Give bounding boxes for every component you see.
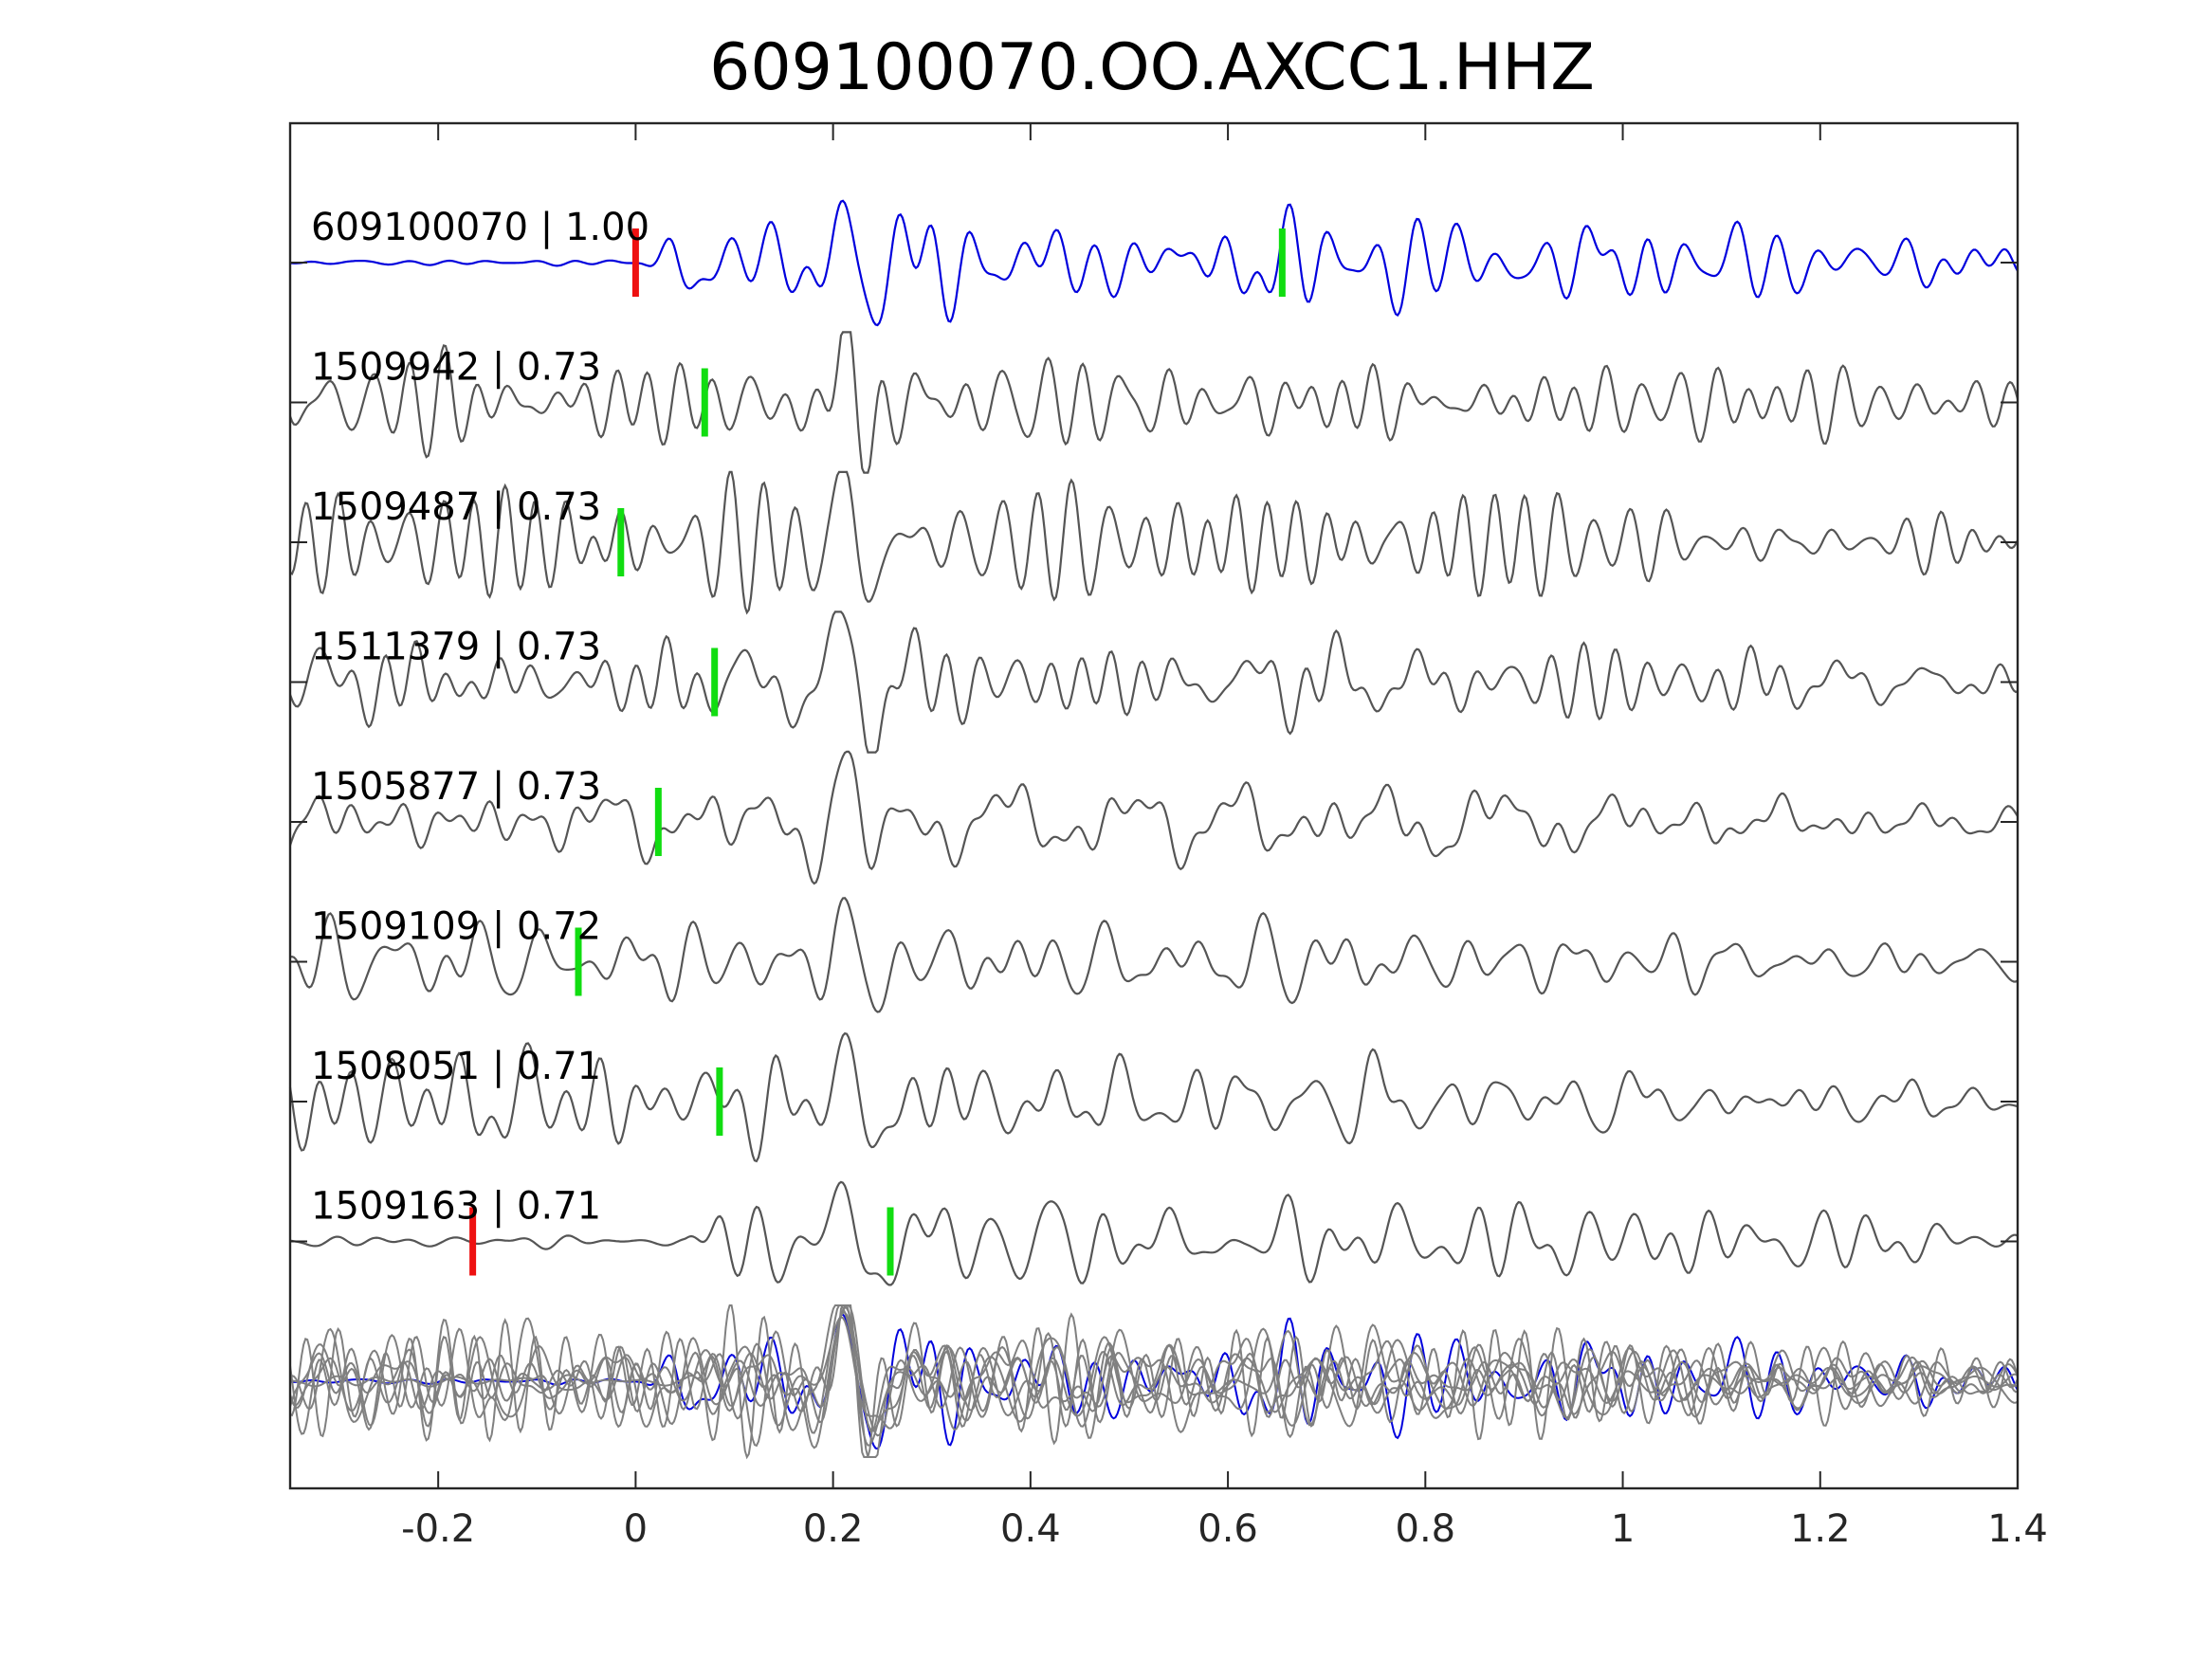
x-axis: -0.2 0 0.2 0.4 0.6 0.8 1 1.2 1.4: [401, 123, 2048, 1551]
x-tick-label: 1.4: [1987, 1507, 2048, 1551]
overlay-line-1505877: [289, 1304, 2019, 1449]
trace-label-1509942: 1509942 | 0.73: [311, 346, 601, 390]
x-tick-label: 1: [1611, 1507, 1635, 1551]
trace-line-1509487: [289, 470, 2019, 615]
trace-label-1509109: 1509109 | 0.72: [311, 905, 601, 949]
trace-line-1509163: [289, 1180, 2019, 1286]
trace-labels-layer: 609100070 | 1.00 1509942 | 0.73 1509487 | …: [311, 206, 649, 1229]
chart-title: 609100070.OO.AXCC1.HHZ: [709, 30, 1595, 105]
trace-line-1511379: [288, 611, 2019, 754]
trace-label-1508051: 1508051 | 0.71: [311, 1045, 601, 1088]
x-tick-label: 0.4: [1000, 1507, 1061, 1551]
overlay-line-1511379: [289, 1304, 2019, 1458]
trace-label-1509487: 1509487 | 0.73: [311, 485, 601, 529]
picks-layer: [469, 228, 1286, 1276]
overlay-layer: [289, 1304, 2019, 1460]
x-tick-label: 0.2: [803, 1507, 864, 1551]
traces-layer: [288, 199, 2020, 1286]
x-tick-label: 0.6: [1197, 1507, 1258, 1551]
trace-label-1511379: 1511379 | 0.73: [311, 626, 601, 669]
x-tick-label: -0.2: [401, 1507, 475, 1551]
overlay-line-1509109: [289, 1311, 2019, 1437]
overlay-line-1509163: [289, 1316, 2019, 1430]
trace-label-1509163: 1509163 | 0.71: [311, 1185, 601, 1229]
y-axis-ticks: [290, 262, 2018, 1243]
x-tick-label: 0.8: [1396, 1507, 1456, 1551]
x-tick-label: 0: [624, 1507, 648, 1551]
axes-box: [288, 121, 2020, 1490]
trace-label-609100070: 609100070 | 1.00: [311, 206, 649, 249]
trace-line-1509942: [288, 331, 2020, 474]
trace-line-1508051: [288, 1031, 2019, 1163]
overlay-line-1508051: [289, 1306, 2019, 1448]
trace-line-1505877: [288, 750, 2019, 885]
x-tick-label: 1.2: [1790, 1507, 1851, 1551]
trace-label-1505877: 1505877 | 0.73: [311, 765, 601, 809]
trace-line-609100070: [289, 199, 2019, 327]
